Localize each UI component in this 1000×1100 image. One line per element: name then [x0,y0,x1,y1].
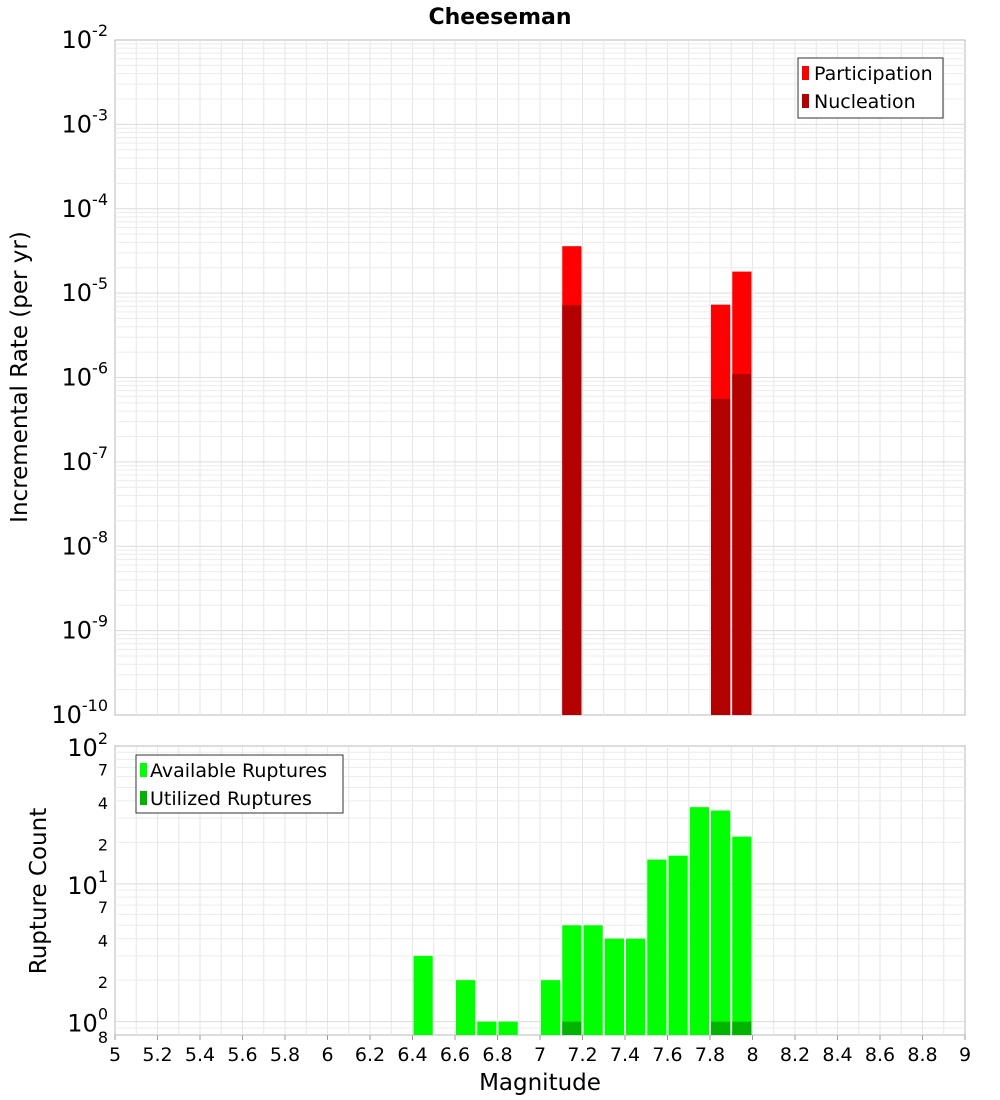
x-tick-label: 7 [534,1044,546,1066]
count-y-tick-label: 2 [98,835,108,854]
count-bar-utilized-ruptures [562,1021,582,1035]
x-tick-label: 7.6 [652,1044,682,1066]
count-y-tick-label: 102 [67,729,108,762]
count-y-axis-label: Rupture Count [26,808,52,974]
x-tick-label: 6.2 [355,1044,385,1066]
x-tick-label: 7.2 [567,1044,597,1066]
count-bar-available-ruptures [477,1021,497,1035]
count-bar-available-ruptures [413,955,433,1035]
count-bar-available-ruptures [456,980,476,1035]
count-bar-available-ruptures [541,980,561,1035]
legend-swatch-available-ruptures [140,763,147,777]
x-tick-label: 5.4 [185,1044,215,1066]
count-bar-available-ruptures [668,855,688,1035]
rate-y-tick-label: 10-2 [62,21,109,54]
x-tick-label: 7.4 [610,1044,640,1066]
count-bars [413,807,752,1035]
count-bar-available-ruptures [626,938,646,1035]
x-tick-label: 5 [109,1044,121,1066]
x-tick-label: 6.4 [397,1044,427,1066]
x-axis-label: Magnitude [479,1070,601,1096]
rate-bar-nucleation [562,305,582,715]
x-axis: 5 5.2 5.4 5.6 5.8 6 6.2 6.4 6.6 6.8 7 7.2 7.4 7.6 7.8 8… [109,1035,971,1066]
rate-bars [562,246,752,715]
count-legend: Available Ruptures Utilized Ruptures [135,754,344,814]
count-y-tick-label: 100 [67,1005,108,1038]
x-tick-label: 7.8 [695,1044,725,1066]
count-y-tick-label: 7 [98,898,108,917]
count-bar-utilized-ruptures [732,1021,752,1035]
legend-label-participation: Participation [814,63,933,85]
count-y-tick-label: 8 [98,1028,108,1047]
count-y-tick-label: 4 [98,794,108,813]
x-tick-label: 8 [746,1044,758,1066]
count-y-tick-label: 4 [98,932,108,951]
x-tick-label: 8.6 [865,1044,895,1066]
rate-y-tick-label: 10-10 [51,696,108,729]
count-legend-box [135,754,344,814]
rate-y-tick-label: 10-3 [62,105,109,138]
rate-y-tick-label: 10-8 [62,527,109,560]
count-bar-available-ruptures [604,938,624,1035]
x-tick-label: 6.8 [482,1044,512,1066]
rate-bar-nucleation [711,398,731,715]
count-bar-utilized-ruptures [711,1021,731,1035]
legend-swatch-nucleation [802,94,809,108]
legend-label-available-ruptures: Available Ruptures [150,760,327,782]
count-bar-available-ruptures [498,1021,518,1035]
count-bar-available-ruptures [583,925,603,1035]
legend-label-utilized-ruptures: Utilized Ruptures [150,788,312,810]
x-tick-label: 9 [959,1044,971,1066]
x-tick-label: 5.2 [142,1044,172,1066]
legend-label-nucleation: Nucleation [814,91,916,113]
rate-grid [115,40,965,715]
x-tick-label: 8.4 [822,1044,852,1066]
count-y-tick-label: 7 [98,760,108,779]
x-tick-label: 5.8 [270,1044,300,1066]
count-y-tick-label: 101 [67,867,108,900]
rate-legend: Participation Nucleation [797,57,944,119]
count-bar-available-ruptures [562,925,582,1035]
x-tick-label: 6 [321,1044,333,1066]
rate-y-tick-label: 10-5 [62,274,109,307]
x-tick-label: 5.6 [227,1044,257,1066]
count-bar-available-ruptures [647,859,667,1035]
chart-title: Cheeseman [428,5,571,30]
rate-y-tick-label: 10-6 [62,359,109,392]
x-tick-label: 6.6 [440,1044,470,1066]
count-bar-available-ruptures [711,810,731,1035]
rate-y-tick-label: 10-9 [62,612,109,645]
count-bar-available-ruptures [689,807,709,1035]
rate-y-tick-label: 10-4 [62,190,109,223]
rate-bar-nucleation [732,374,752,715]
legend-swatch-utilized-ruptures [140,791,147,805]
count-bar-available-ruptures [732,836,752,1035]
rate-y-tick-label: 10-7 [62,443,109,476]
count-y-tick-label: 2 [98,973,108,992]
rate-y-ticks: 10-10 10-9 10-8 10-7 10-6 10-5 10-4 10-3 10-2 [51,21,108,729]
rate-legend-box [797,57,944,119]
rate-panel: 10-10 10-9 10-8 10-7 10-6 10-5 10-4 10-3 10-2 In… [7,21,966,729]
x-tick-label: 8.2 [780,1044,810,1066]
rate-y-axis-label: Incremental Rate (per yr) [7,231,33,523]
legend-swatch-participation [802,66,809,80]
x-tick-label: 8.8 [907,1044,937,1066]
